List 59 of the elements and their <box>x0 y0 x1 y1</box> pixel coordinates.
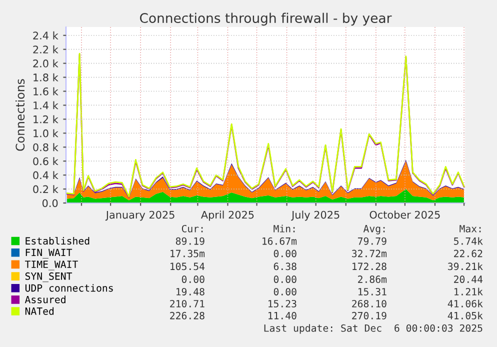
x-tick-label: April 2025 <box>200 210 254 221</box>
y-tick-label: 1.4 k <box>34 101 58 110</box>
text: Max: <box>460 225 481 232</box>
text: 17.35m <box>170 250 205 258</box>
text: 0.00 <box>274 276 296 284</box>
legend-label: NATed <box>25 307 54 315</box>
text: 2.86m <box>358 276 387 284</box>
y-tick-label: 0.8 k <box>33 143 58 152</box>
text: 0.00 <box>274 250 296 258</box>
text: 15.31 <box>358 288 386 296</box>
text: 41.06k <box>448 300 483 308</box>
y-tick-label: 2.2 k <box>33 45 58 54</box>
y-tick-label: 1.6 k <box>34 87 58 96</box>
text: 41.05k <box>448 312 483 320</box>
text: 19.48 <box>176 288 204 296</box>
text: 210.71 <box>170 300 204 308</box>
text: 20.44 <box>454 276 483 284</box>
text: 39.21k <box>448 262 483 270</box>
text: 105.54 <box>170 262 205 270</box>
y-tick-label: 0.6 k <box>33 157 58 166</box>
legend-label: FIN_WAIT <box>26 248 72 258</box>
text: 15.23 <box>268 300 296 308</box>
y-tick-label: 0.0 <box>42 199 58 208</box>
text: 22.62 <box>454 250 482 258</box>
chart-title: Connections through firewall - by year <box>140 12 392 26</box>
text: Cur: <box>182 224 203 232</box>
y-tick-label: 1.2 k <box>34 115 58 124</box>
text: 226.28 <box>170 312 204 320</box>
text: 89.19 <box>176 237 204 245</box>
text: 5.74k <box>454 237 483 245</box>
x-tick-label: October 2025 <box>370 210 440 219</box>
text: Avg: <box>363 225 385 234</box>
text: 6.38 <box>274 262 296 270</box>
x-tick-label: July 2025 <box>291 210 340 221</box>
legend-label: Established <box>26 236 90 245</box>
legend-label: TIME_WAIT <box>24 260 78 270</box>
y-tick-label: 0.4 k <box>33 171 58 180</box>
y-tick-label: 0.2 k <box>33 185 58 194</box>
legend-label: UDP connections <box>25 284 113 292</box>
text: 32.72m <box>352 250 387 258</box>
text: 11.40 <box>268 312 296 320</box>
text: Last update: Sat Dec 6 00:00:03 2025 <box>264 324 482 334</box>
legend-label: Assured <box>24 296 66 304</box>
text: 1.21k <box>454 288 483 296</box>
text: 0.00 <box>274 288 296 296</box>
x-tick-label: January 2025 <box>105 210 174 221</box>
y-tick-label: 1.0 k <box>34 129 58 138</box>
text: 268.10 <box>352 300 386 308</box>
y-tick-label: 2.4 k <box>33 31 58 40</box>
text: 172.28 <box>352 262 386 270</box>
y-tick-label: 1.8 k <box>34 73 58 82</box>
text: 0.00 <box>182 276 204 284</box>
text: 16.67m <box>262 237 297 245</box>
y-tick-label: 2.0 k <box>33 59 58 68</box>
text: 79.79 <box>358 237 386 245</box>
text: Min: <box>274 224 295 232</box>
text: 270.19 <box>352 312 386 320</box>
legend-label: SYN_SENT <box>25 272 72 282</box>
y-axis-title: Connections <box>15 79 25 151</box>
